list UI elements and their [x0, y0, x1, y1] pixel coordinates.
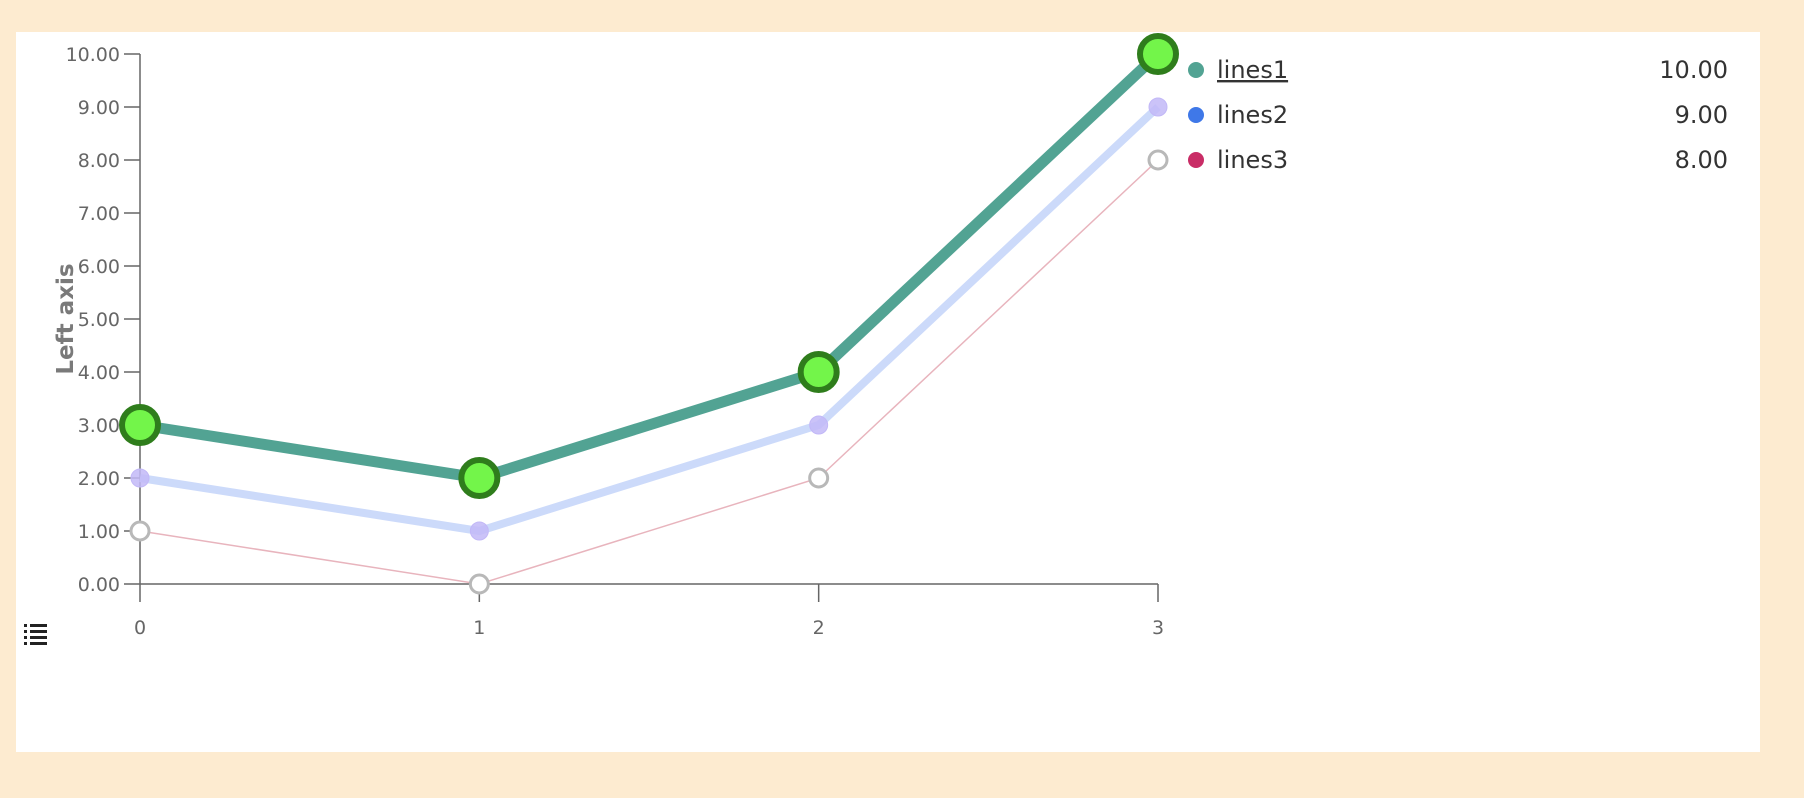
series-line-lines2	[139, 104, 1161, 536]
list-icon-bar	[30, 630, 47, 633]
y-tick-label: 3.00	[78, 415, 120, 437]
series-lines1	[119, 33, 1179, 499]
list-icon-bar	[30, 624, 47, 627]
series-layer	[119, 33, 1179, 595]
data-point-lines2[interactable]	[809, 415, 829, 435]
data-point-lines1[interactable]	[458, 457, 501, 499]
data-point-lines2[interactable]	[130, 468, 150, 488]
y-tick-label: 4.00	[78, 362, 120, 384]
series-line-lines1	[139, 49, 1162, 484]
y-axis-title: Left axis	[53, 263, 79, 374]
x-tick-label: 0	[134, 617, 146, 639]
series-lines2	[130, 97, 1168, 541]
y-tick-label: 9.00	[78, 97, 120, 119]
y-tick-label: 0.00	[78, 574, 120, 596]
legend-label: lines2	[1217, 101, 1288, 129]
list-icon-dot	[24, 642, 27, 645]
x-tick-label: 2	[813, 617, 825, 639]
legend-item-lines1[interactable]: lines1 10.00	[1188, 56, 1728, 84]
legend-item-lines3[interactable]: lines3 8.00	[1188, 146, 1728, 174]
legend-value: 10.00	[1659, 56, 1728, 84]
line-chart: 0.00 1.00 2.00 3.00 4.00 5.00 6.00 7.00 8.00 9.00…	[24, 33, 1728, 645]
data-point-lines1[interactable]	[797, 351, 840, 393]
legend-value: 9.00	[1675, 101, 1728, 129]
y-tick-label: 5.00	[78, 309, 120, 331]
y-tick-label: 10.00	[66, 44, 120, 66]
legend: lines1 10.00 lines2 9.00 lines3 8.00	[1188, 56, 1728, 174]
x-tick-label: 3	[1152, 617, 1164, 639]
data-point-lines3[interactable]	[1147, 149, 1169, 171]
legend-label: lines3	[1217, 146, 1288, 174]
series-lines3	[129, 149, 1169, 595]
y-tick-label: 1.00	[78, 521, 120, 543]
legend-swatch	[1188, 107, 1204, 123]
y-tick-label: 2.00	[78, 468, 120, 490]
list-icon-dot	[24, 630, 27, 633]
data-point-lines3[interactable]	[129, 520, 151, 542]
series-line-lines3	[139, 159, 1159, 585]
list-icon-bar	[30, 636, 47, 639]
data-point-lines3[interactable]	[468, 573, 490, 595]
legend-value: 8.00	[1675, 146, 1728, 174]
list-icon-dot	[24, 624, 27, 627]
y-tick-label: 7.00	[78, 203, 120, 225]
list-icon-dot	[24, 636, 27, 639]
y-tick-label: 8.00	[78, 150, 120, 172]
list-icon-bar	[30, 642, 47, 645]
legend-swatch	[1188, 152, 1204, 168]
data-point-lines1[interactable]	[1137, 33, 1179, 75]
legend-item-lines2[interactable]: lines2 9.00	[1188, 101, 1728, 129]
data-point-lines2[interactable]	[469, 521, 489, 541]
chart-panel: 0.00 1.00 2.00 3.00 4.00 5.00 6.00 7.00 8.00 9.00…	[16, 32, 1760, 752]
data-point-lines3[interactable]	[808, 467, 830, 489]
data-point-lines2[interactable]	[1148, 97, 1168, 117]
y-tick-label: 6.00	[78, 256, 120, 278]
x-tick-label: 1	[473, 617, 485, 639]
legend-swatch	[1188, 62, 1204, 78]
data-point-lines1[interactable]	[119, 404, 161, 446]
axes-layer: 0.00 1.00 2.00 3.00 4.00 5.00 6.00 7.00 8.00 9.00…	[53, 44, 1164, 639]
list-icon	[24, 624, 47, 645]
legend-toggle-button[interactable]	[24, 624, 47, 645]
legend-label: lines1	[1217, 56, 1288, 84]
